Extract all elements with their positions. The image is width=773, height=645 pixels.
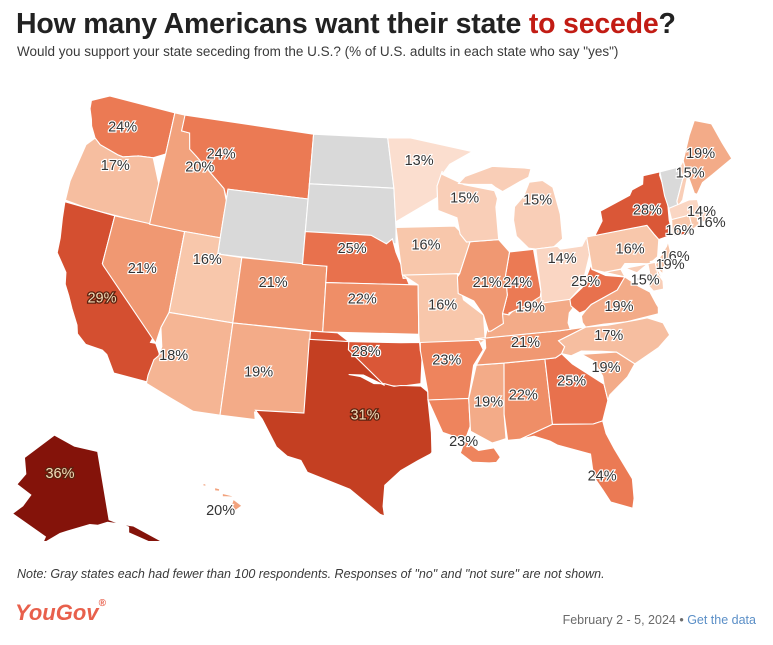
svg-text:25%: 25% bbox=[557, 374, 586, 390]
svg-text:17%: 17% bbox=[101, 158, 130, 174]
svg-text:21%: 21% bbox=[259, 275, 288, 291]
svg-text:31%: 31% bbox=[350, 407, 379, 423]
svg-text:21%: 21% bbox=[511, 335, 540, 351]
svg-text:19%: 19% bbox=[686, 146, 715, 162]
svg-text:17%: 17% bbox=[594, 328, 623, 344]
svg-text:19%: 19% bbox=[591, 360, 620, 376]
svg-text:21%: 21% bbox=[473, 275, 502, 291]
svg-text:16%: 16% bbox=[697, 215, 726, 231]
svg-text:16%: 16% bbox=[411, 238, 440, 254]
svg-text:13%: 13% bbox=[405, 153, 434, 169]
svg-text:20%: 20% bbox=[206, 503, 235, 519]
svg-text:16%: 16% bbox=[665, 223, 694, 239]
svg-text:22%: 22% bbox=[509, 388, 538, 404]
svg-text:29%: 29% bbox=[87, 291, 116, 307]
svg-text:24%: 24% bbox=[207, 147, 236, 163]
svg-text:16%: 16% bbox=[193, 252, 222, 268]
svg-text:15%: 15% bbox=[631, 272, 660, 288]
svg-text:19%: 19% bbox=[474, 395, 503, 411]
svg-text:21%: 21% bbox=[128, 261, 157, 277]
svg-text:24%: 24% bbox=[503, 275, 532, 291]
svg-text:19%: 19% bbox=[244, 365, 273, 381]
svg-text:25%: 25% bbox=[338, 241, 367, 257]
svg-text:25%: 25% bbox=[571, 274, 600, 290]
svg-text:15%: 15% bbox=[523, 193, 552, 209]
svg-text:15%: 15% bbox=[450, 191, 479, 207]
svg-text:16%: 16% bbox=[428, 298, 457, 314]
svg-text:15%: 15% bbox=[676, 166, 705, 182]
svg-text:24%: 24% bbox=[588, 469, 617, 485]
svg-text:16%: 16% bbox=[616, 242, 645, 258]
svg-text:19%: 19% bbox=[516, 299, 545, 315]
svg-text:36%: 36% bbox=[45, 466, 74, 482]
svg-text:24%: 24% bbox=[108, 119, 137, 135]
svg-text:23%: 23% bbox=[449, 434, 478, 450]
svg-text:28%: 28% bbox=[633, 203, 662, 219]
svg-text:23%: 23% bbox=[432, 353, 461, 369]
svg-text:28%: 28% bbox=[352, 344, 381, 360]
svg-text:19%: 19% bbox=[656, 257, 685, 273]
svg-text:18%: 18% bbox=[159, 348, 188, 364]
svg-text:19%: 19% bbox=[604, 299, 633, 315]
svg-text:22%: 22% bbox=[348, 291, 377, 307]
svg-text:14%: 14% bbox=[548, 251, 577, 267]
